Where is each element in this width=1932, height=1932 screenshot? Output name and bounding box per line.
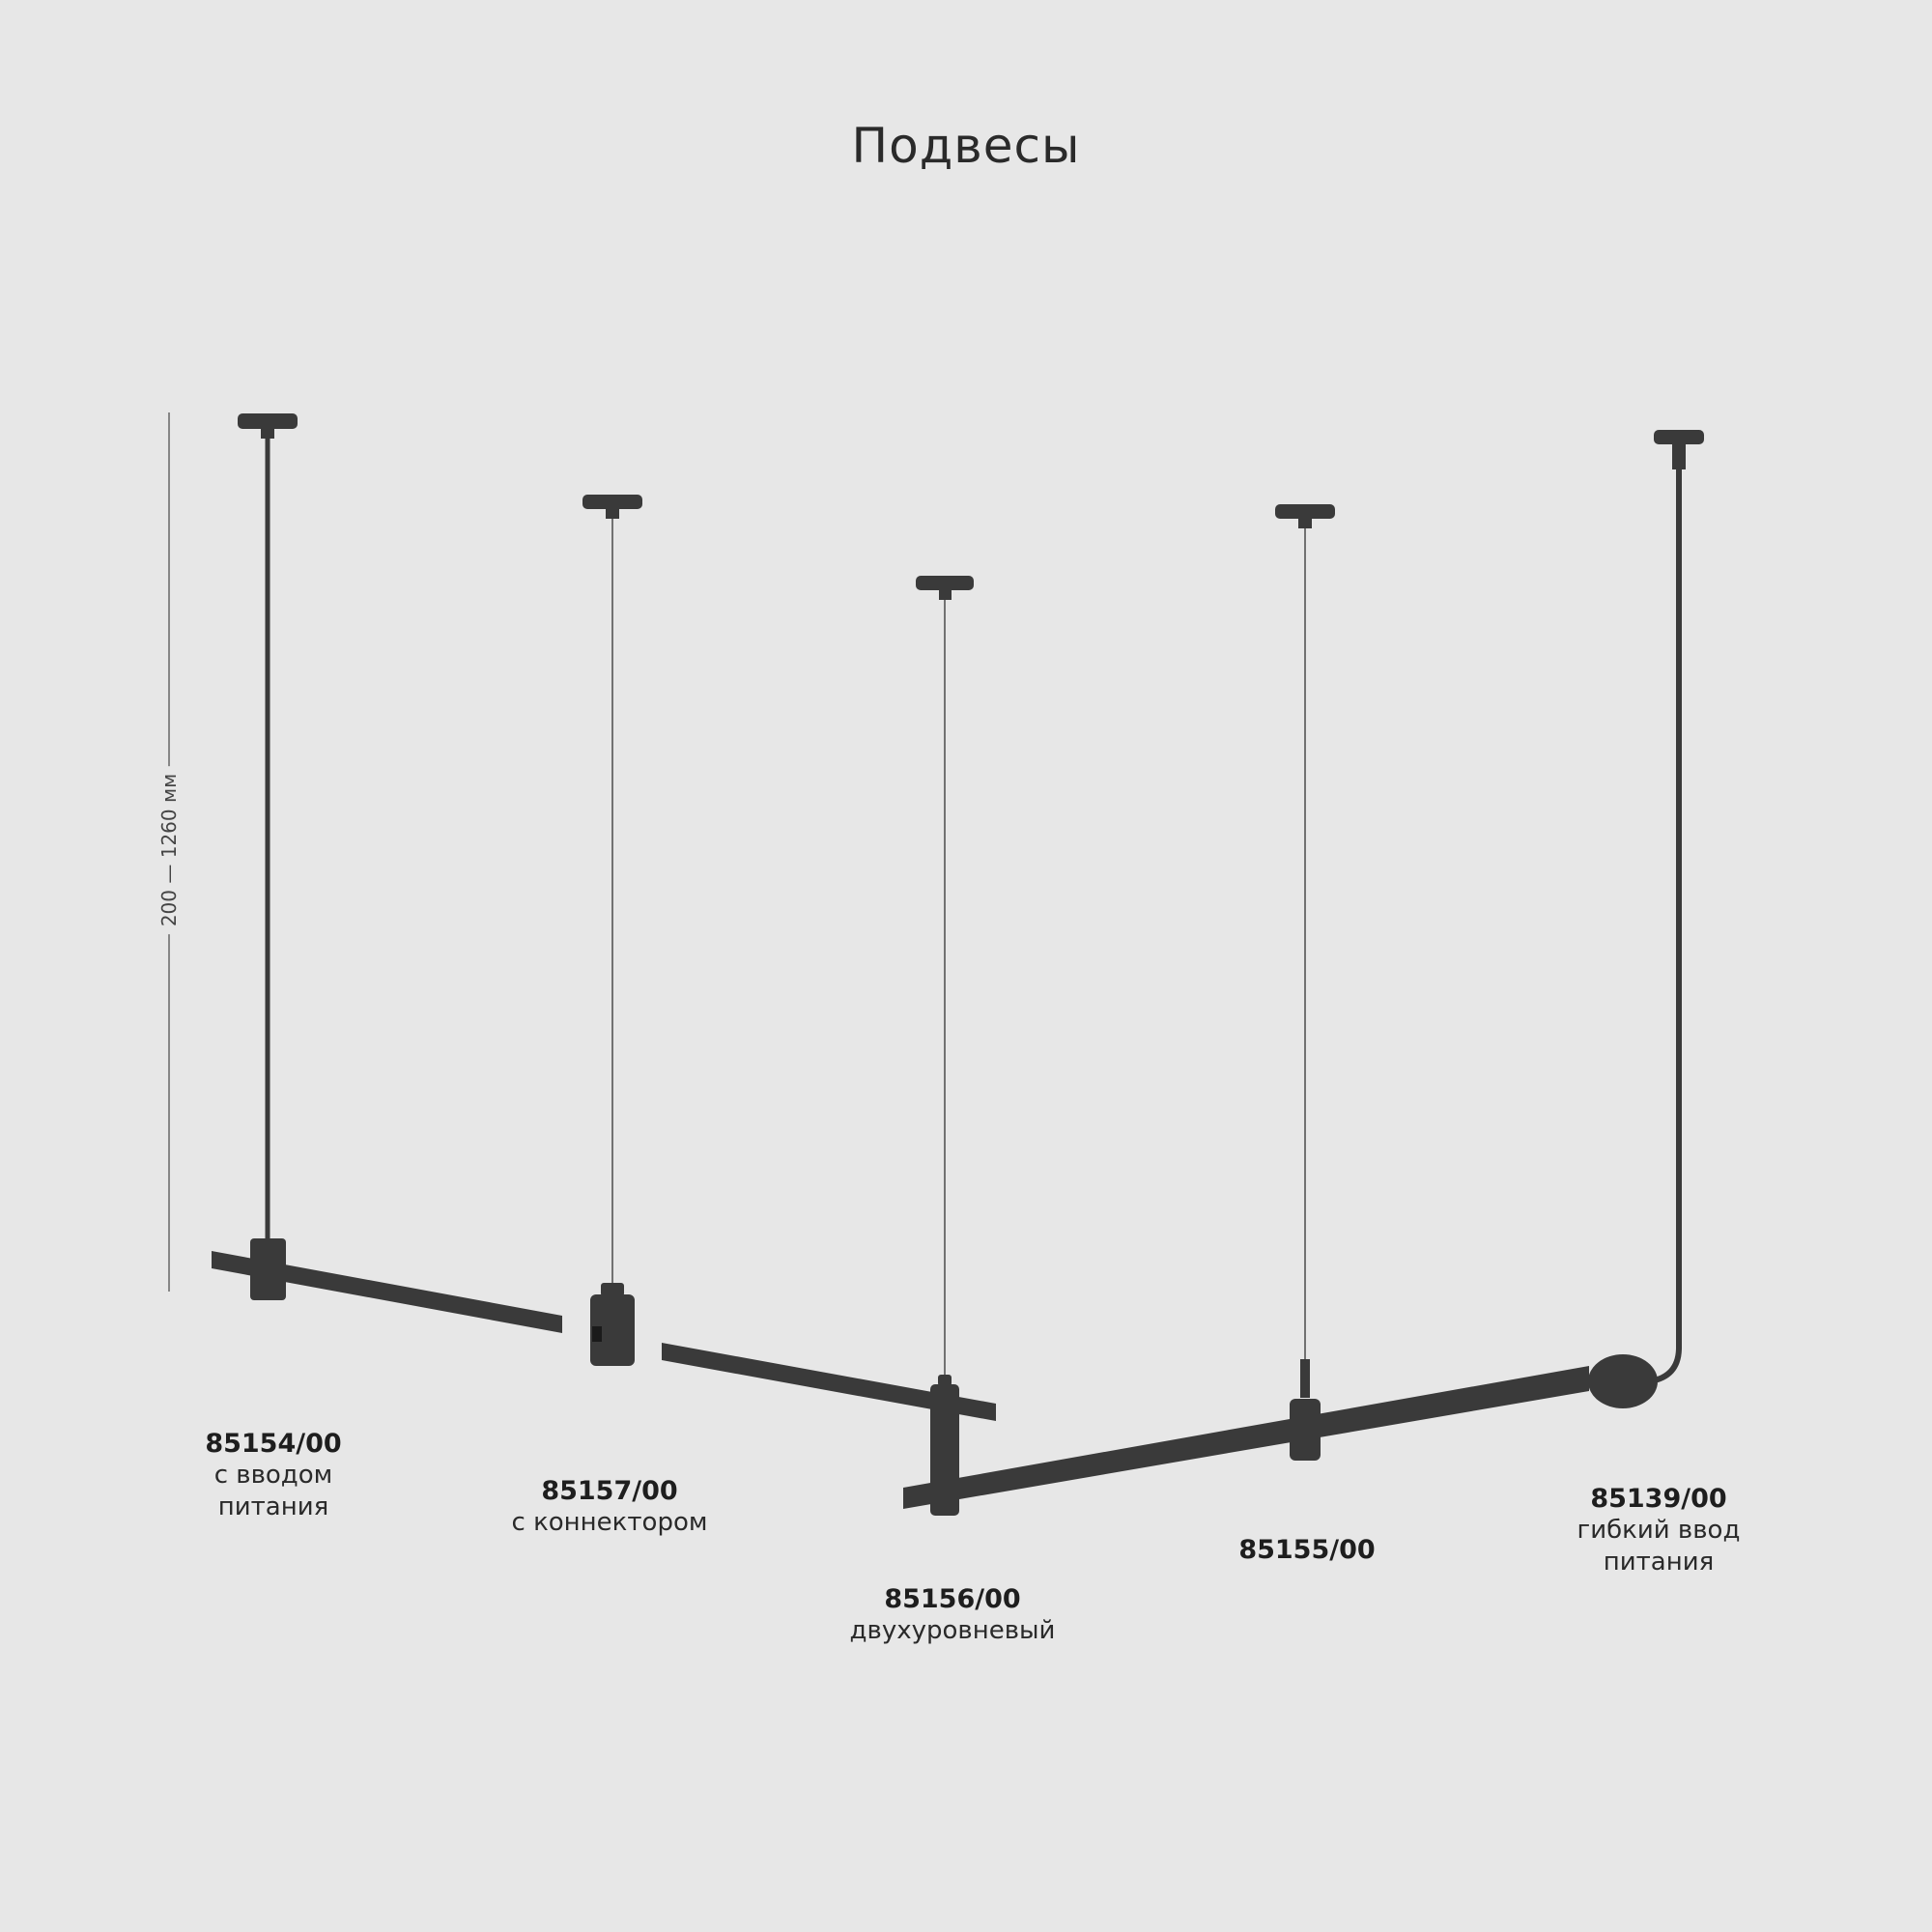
dimension-label: 200 — 1260 мм: [157, 765, 181, 935]
product-desc: с коннектором: [511, 1508, 708, 1537]
ceiling-canopy: [1654, 430, 1704, 444]
product-code: 85139/00: [1590, 1484, 1727, 1514]
rail-mount: [250, 1238, 286, 1300]
track-rail: [662, 1343, 996, 1421]
product-code: 85155/00: [1238, 1535, 1376, 1565]
pendant-85156: [903, 576, 1589, 1516]
ceiling-canopy: [582, 495, 642, 509]
page-title: Подвесы: [851, 118, 1081, 174]
product-label-85157: 85157/00 с коннектором: [436, 1475, 783, 1539]
ceiling-canopy: [1275, 504, 1335, 519]
ceiling-canopy: [916, 576, 974, 590]
product-label-85155: 85155/00: [1133, 1534, 1481, 1566]
ceiling-canopy: [238, 413, 298, 429]
rail-mount: [1290, 1399, 1321, 1461]
connector-body: [590, 1294, 635, 1366]
pendant-85157: [582, 495, 996, 1421]
product-desc: двухуровневый: [849, 1616, 1056, 1645]
suspension-rod: [265, 439, 270, 1240]
end-cap: [1588, 1354, 1658, 1408]
pendant-85154: [212, 413, 562, 1333]
product-label-85154: 85154/00 с вводом питания: [99, 1428, 447, 1523]
product-desc: питания: [1603, 1548, 1715, 1577]
two-level-body: [930, 1384, 959, 1516]
track-rail: [212, 1251, 562, 1333]
flexible-power-cable: [1649, 469, 1682, 1384]
product-label-85156: 85156/00 двухуровневый: [779, 1583, 1126, 1647]
pendant-85139: [1588, 430, 1704, 1408]
product-code: 85156/00: [884, 1584, 1021, 1614]
product-desc: питания: [217, 1492, 329, 1521]
product-code: 85157/00: [541, 1476, 678, 1506]
product-label-85139: 85139/00 гибкий ввод питания: [1485, 1483, 1833, 1578]
product-desc: гибкий ввод: [1577, 1516, 1741, 1545]
lower-track-rail: [903, 1366, 1589, 1509]
product-desc: с вводом: [213, 1461, 333, 1490]
pendant-85155: [1275, 504, 1335, 1461]
product-code: 85154/00: [205, 1429, 342, 1459]
